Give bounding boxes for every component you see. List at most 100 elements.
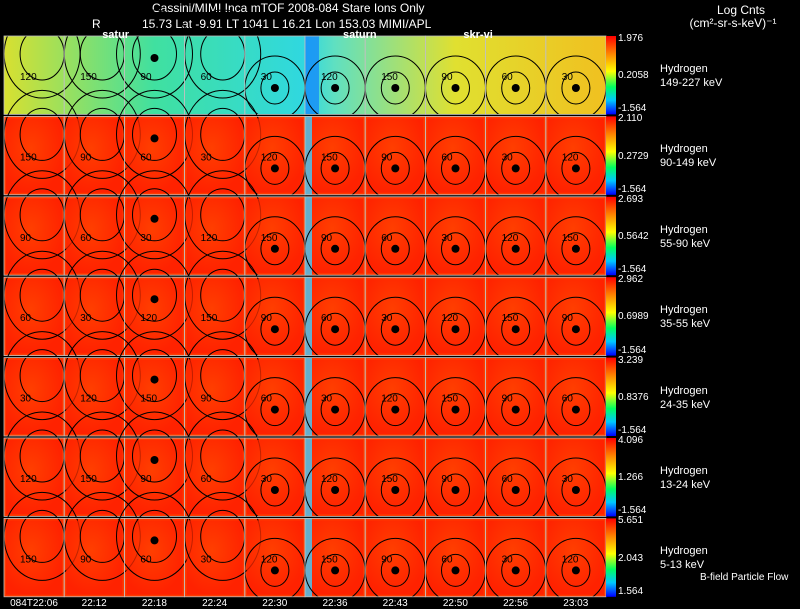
colorbar-max-label: 3.239	[618, 354, 644, 366]
colorbar-mid-label: 0.2058	[618, 70, 649, 82]
heatmap-cell	[364, 196, 426, 282]
colorbar	[606, 277, 616, 356]
heatmap-cell	[116, 89, 193, 196]
heatmap-cell	[485, 518, 547, 603]
contour-label: 30	[20, 394, 32, 405]
contour-label: 90	[80, 554, 92, 565]
band-energy-label: 90-149 keV	[660, 157, 717, 170]
band-energy-label: 149-227 keV	[660, 77, 723, 89]
contour-label: 60	[261, 394, 273, 405]
x-tick-label: 22:50	[442, 598, 468, 609]
heatmap-cell	[3, 331, 81, 437]
heatmap-cell	[244, 357, 306, 443]
band-species-label: Hydrogen	[660, 304, 708, 317]
contour-label: 30	[562, 474, 574, 485]
colorbar-min-label: -1.564	[618, 264, 647, 276]
contour-label: 120	[562, 152, 579, 163]
colorbar	[606, 438, 616, 517]
heatmap-cell	[364, 357, 426, 443]
heatmap-cell	[3, 89, 81, 196]
contour-label: 150	[321, 152, 338, 163]
heatmap-cell	[364, 518, 426, 603]
contour-label: 60	[20, 313, 32, 324]
x-tick-label: 23:03	[563, 598, 589, 609]
contour-label: 30	[441, 233, 453, 244]
heatmap-cell	[116, 250, 193, 357]
band-species-label: Hydrogen	[660, 465, 708, 477]
frame-label: saturn	[343, 29, 377, 41]
r-label: R	[92, 17, 101, 31]
contour-label: 60	[562, 394, 574, 405]
contour-label: 60	[201, 474, 213, 485]
contour-label: 150	[441, 394, 458, 405]
heatmap-cell	[184, 89, 262, 196]
heatmap-cell	[485, 276, 547, 362]
x-tick-label: 22:30	[262, 598, 288, 609]
heatmap-cell	[3, 491, 81, 598]
heatmap-cell	[485, 437, 547, 523]
colorbar-max-label: 5.651	[618, 515, 644, 527]
x-tick-label: 22:12	[81, 598, 107, 609]
contour-label: 120	[140, 313, 157, 324]
contour-label: 90	[321, 233, 333, 244]
heatmap-cell	[364, 437, 426, 523]
contour-label: 150	[502, 313, 519, 324]
heatmap-cell	[63, 411, 141, 517]
colorbar-max-label: 2.962	[618, 274, 644, 286]
contour-label: 30	[321, 394, 333, 405]
contour-label: 90	[140, 474, 152, 485]
contour-label: 150	[140, 394, 157, 405]
contour-label: 150	[80, 474, 97, 485]
heatmap-cell	[424, 437, 486, 523]
band-species-label: Hydrogen	[660, 143, 708, 156]
bfield-note: B-field Particle Flow	[700, 572, 789, 583]
colorbar-mid-label: 2.043	[618, 552, 644, 564]
heatmap-cell	[545, 116, 607, 201]
heatmap-cell	[364, 116, 426, 201]
colorbar-mid-label: 0.2729	[618, 150, 649, 162]
band-species-label: Hydrogen	[660, 223, 708, 236]
colorbar-title: Log Cnts	[716, 3, 766, 17]
colorbar	[606, 36, 616, 115]
contour-label: 120	[321, 72, 338, 83]
heatmap-cell	[545, 437, 607, 523]
heatmap-cell	[244, 196, 306, 282]
band-species-label: Hydrogen	[660, 384, 708, 397]
heatmap-cell	[485, 196, 547, 282]
heatmap-cell	[545, 357, 607, 443]
heatmap-cell	[304, 518, 366, 603]
band-energy-label: 5-13 keV	[660, 559, 705, 572]
x-tick-label: 22:43	[382, 598, 408, 609]
contour-label: 90	[441, 72, 453, 83]
contour-label: 60	[502, 72, 514, 83]
contour-label: 150	[20, 152, 37, 163]
x-tick-label: 22:56	[503, 598, 529, 609]
colorbar-min-label: -1.564	[618, 425, 647, 436]
heatmap-cell	[485, 357, 547, 443]
heatmap-cell	[545, 518, 607, 603]
contour-label: 30	[261, 474, 273, 485]
contour-label: 30	[80, 313, 92, 324]
colorbar-mid-label: 1.266	[618, 472, 644, 484]
contour-label: 60	[381, 233, 393, 244]
x-tick-label: 22:24	[202, 598, 228, 609]
contour-label: 30	[261, 72, 273, 83]
contour-label: 150	[80, 72, 97, 83]
contour-label: 150	[321, 554, 338, 565]
contour-label: 60	[441, 152, 453, 163]
heatmap-cell	[304, 116, 366, 201]
heatmap-cell	[63, 89, 141, 196]
colorbar	[606, 357, 616, 436]
heatmap-cell	[304, 196, 366, 282]
band-species-label: Hydrogen	[660, 63, 708, 75]
heatmap-cell	[424, 196, 486, 282]
heatmap-cell	[304, 276, 366, 362]
contour-label: 60	[140, 554, 152, 565]
contour-label: 120	[201, 233, 218, 244]
band-species-label: Hydrogen	[660, 545, 708, 558]
colorbar	[606, 116, 616, 195]
colorbar-min-label: -1.564	[618, 183, 647, 195]
contour-label: 120	[562, 554, 579, 565]
colorbar-min-label: -1.564	[618, 505, 647, 517]
